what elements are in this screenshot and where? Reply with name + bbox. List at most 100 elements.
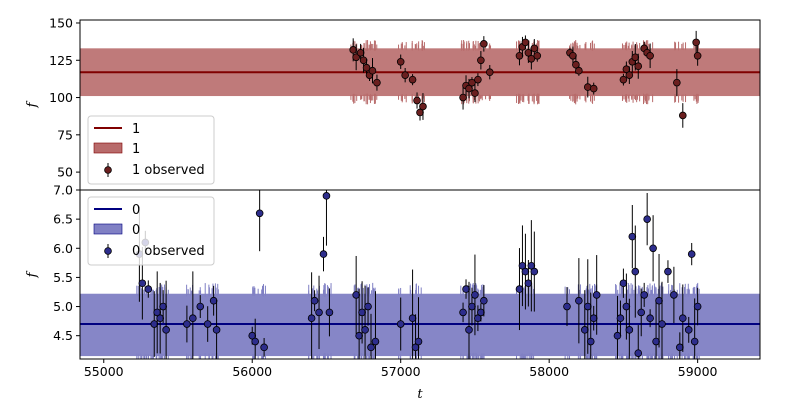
top-data-point xyxy=(349,46,357,54)
bottom-legend-label-line: 0 xyxy=(132,203,140,218)
bottom-data-point xyxy=(307,314,316,323)
top-data-point xyxy=(530,44,539,53)
bottom-data-point xyxy=(255,209,264,218)
bottom-data-point xyxy=(468,302,476,311)
bottom-ytick-label: 7.0 xyxy=(53,183,73,198)
bottom-ytick-label: 5.5 xyxy=(53,270,73,285)
top-legend-box xyxy=(87,115,215,185)
top-ytick-label: 50 xyxy=(57,165,73,180)
bottom-legend: 0 0 0 observed xyxy=(87,196,215,266)
bottom-data-point xyxy=(310,296,319,305)
bottom-data-point xyxy=(396,320,405,328)
top-data-point xyxy=(692,38,700,47)
top-data-point xyxy=(575,66,583,75)
bottom-data-point xyxy=(159,302,167,311)
top-data-point xyxy=(485,68,494,76)
top-data-point xyxy=(521,38,530,47)
top-ytick-label: 150 xyxy=(49,15,73,30)
bottom-data-point xyxy=(364,302,372,311)
top-ytick-label: 125 xyxy=(49,53,73,68)
xtick-label: 56000 xyxy=(232,364,272,379)
top-legend: 1 1 1 observed xyxy=(87,115,215,185)
bottom-data-point xyxy=(530,267,539,276)
bottom-ytick-label: 6.5 xyxy=(53,212,73,227)
bottom-data-point xyxy=(315,308,323,317)
bottom-panel xyxy=(80,190,760,359)
bottom-data-point xyxy=(477,308,485,317)
bottom-data-point xyxy=(408,314,417,323)
top-data-point xyxy=(459,93,467,102)
top-band-jitter xyxy=(350,40,699,105)
bottom-data-point xyxy=(209,296,218,305)
bottom-legend-box xyxy=(87,196,215,266)
bottom-data-point xyxy=(613,331,622,340)
top-data-point xyxy=(572,60,580,69)
top-ytick-label: 75 xyxy=(57,127,73,142)
bottom-data-point xyxy=(655,296,663,305)
top-data-point xyxy=(465,84,473,93)
top-data-point xyxy=(413,96,421,105)
top-ytick-label: 100 xyxy=(49,90,73,105)
bottom-data-point xyxy=(634,349,643,357)
bottom-data-point xyxy=(524,279,533,288)
top-plot-area xyxy=(80,30,760,128)
bottom-data-point xyxy=(592,291,601,299)
top-data-point xyxy=(646,51,654,60)
bottom-data-point xyxy=(631,267,640,276)
top-legend-marker-swatch xyxy=(104,166,112,174)
bottom-data-point xyxy=(693,302,702,311)
bottom-data-point xyxy=(676,343,684,352)
top-data-point xyxy=(527,54,536,63)
top-data-point xyxy=(625,71,634,79)
bottom-data-point xyxy=(183,320,191,328)
bottom-data-point xyxy=(678,314,687,323)
legends: 1 1 1 observed 0 0 0 observed xyxy=(87,115,215,266)
bottom-ylabel: f xyxy=(25,270,40,278)
bottom-data-point xyxy=(640,291,648,299)
bottom-legend-band-swatch xyxy=(93,223,123,235)
bottom-data-point xyxy=(144,285,153,293)
bottom-data-point xyxy=(319,250,328,258)
top-data-point xyxy=(515,51,524,60)
bottom-data-point xyxy=(684,326,693,334)
top-data-point xyxy=(359,56,368,65)
bottom-data-point xyxy=(196,302,205,311)
bottom-data-point xyxy=(581,326,589,334)
top-data-point xyxy=(373,78,381,87)
top-data-point xyxy=(356,49,365,57)
bottom-plot-area xyxy=(80,190,760,359)
xtick-label: 55000 xyxy=(84,364,124,379)
top-data-point xyxy=(589,84,598,93)
bottom-data-point xyxy=(563,302,571,311)
top-data-point xyxy=(368,66,377,75)
bottom-data-point xyxy=(371,337,380,346)
bottom-data-point xyxy=(622,302,631,311)
top-data-point xyxy=(634,62,643,71)
bottom-data-point xyxy=(646,314,654,323)
bottom-data-point xyxy=(150,320,159,328)
top-data-point xyxy=(408,75,417,84)
top-data-point xyxy=(396,57,405,66)
top-legend-band-swatch xyxy=(93,142,123,154)
top-data-point xyxy=(471,89,479,97)
bottom-data-point xyxy=(670,291,678,299)
bottom-data-point xyxy=(251,337,259,346)
bottom-data-point xyxy=(619,279,628,288)
bottom-data-point xyxy=(358,308,366,317)
xtick-label: 57000 xyxy=(381,364,421,379)
top-data-point xyxy=(480,40,488,48)
bottom-data-point xyxy=(462,285,470,293)
bottom-data-point xyxy=(515,285,524,293)
bottom-ytick-label: 4.5 xyxy=(53,328,73,343)
bottom-data-point xyxy=(414,337,423,346)
bottom-legend-marker-swatch xyxy=(104,247,112,255)
top-data-point xyxy=(477,56,485,65)
bottom-frame xyxy=(79,189,761,360)
bottom-data-point xyxy=(625,326,634,334)
top-legend-label-line: 1 xyxy=(132,122,140,137)
bottom-data-point xyxy=(459,308,467,317)
xlabel: t xyxy=(417,387,423,400)
xtick-label: 58000 xyxy=(529,364,569,379)
